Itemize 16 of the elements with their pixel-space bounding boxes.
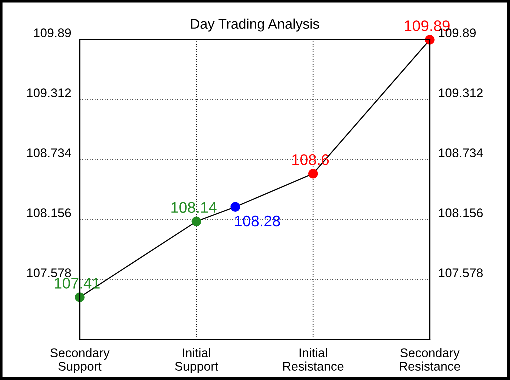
y-tick-label: 109.89 (34, 28, 72, 38)
y2-tick-label: 108.156 (439, 208, 483, 218)
data-label: 108.14 (172, 202, 217, 214)
y2-tick-label: 109.312 (439, 88, 483, 98)
y-tick-label: 108.156 (27, 208, 72, 218)
x-tick-label: Initial Support (175, 348, 218, 374)
x-tick-label: Secondary Support (50, 348, 110, 374)
y2-tick-label: 108.734 (439, 148, 484, 158)
y-tick-label: 109.312 (27, 88, 72, 98)
y2-tick-label: 107.578 (439, 268, 483, 278)
chart-title: Day Trading Analysis (191, 18, 320, 32)
x-tick-label: Initial Resistance (283, 348, 344, 371)
data-label: 108.28 (235, 216, 280, 227)
y-tick-label: 107.578 (27, 268, 72, 278)
y-tick-label: 108.734 (27, 148, 72, 158)
x-tick-label: Secondary Resistance (400, 348, 460, 371)
